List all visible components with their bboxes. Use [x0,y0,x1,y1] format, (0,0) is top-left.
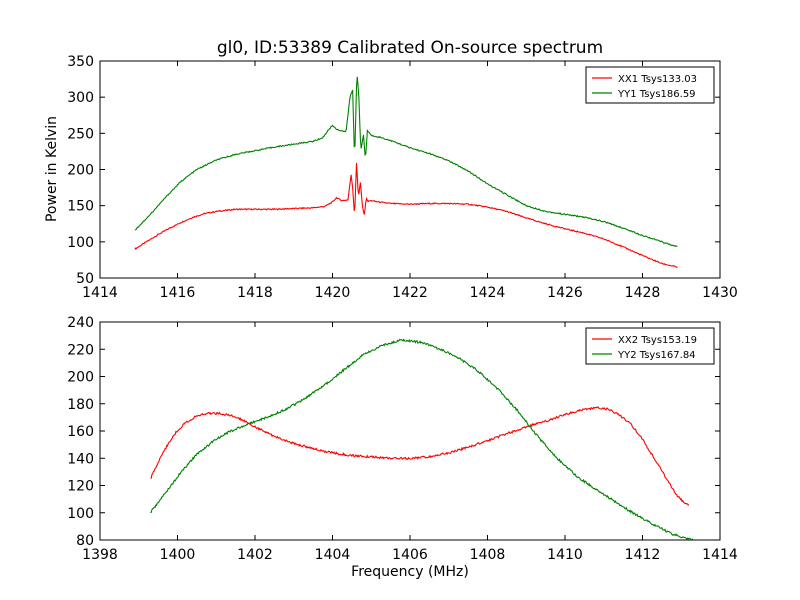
legend-label: XX2 Tsys153.19 [618,335,697,346]
y-tick-label: 50 [76,271,94,287]
series-line-2 [134,76,678,248]
y-tick-label: 100 [67,235,94,251]
figure-title: gl0, ID:53389 Calibrated On-source spect… [217,38,603,58]
x-tick-label: 1404 [315,547,351,563]
y-tick-label: 350 [67,54,94,70]
legend-box [585,327,715,365]
top-plot: 1414 1416 1418 1420 1422 1424 1426 1428 1430 50 10… [67,54,738,301]
y-tick-label: 200 [67,163,94,179]
x-tick-label: 1408 [470,547,506,563]
x-tick-label: 1416 [160,285,196,301]
top-ylabel: Power in Kelvin [44,116,60,222]
x-tick-label: 1414 [702,547,738,563]
bottom-plot: 1398 1400 1402 1404 1406 1408 1410 1412 1414 80 10… [67,315,738,563]
x-tick-label: 1420 [315,285,351,301]
x-tick-label: 1430 [702,285,738,301]
legend-label: YY2 Tsys167.84 [617,350,696,361]
y-tick-label: 160 [67,424,94,440]
y-tick-label: 220 [67,342,94,358]
x-tick-label: 1414 [82,285,118,301]
x-tick-label: 1424 [470,285,506,301]
x-tick-label: 1406 [392,547,428,563]
y-tick-label: 150 [67,199,94,215]
x-tick-label: 1412 [625,547,661,563]
y-tick-label: 180 [67,397,94,413]
legend-label: XX1 Tsys133.03 [618,74,697,85]
y-tick-label: 300 [67,90,94,106]
y-tick-label: 140 [67,451,94,467]
y-tick-label: 200 [67,370,94,386]
x-tick-label: 1422 [392,285,428,301]
series-line-1 [150,406,690,506]
y-tick-label: 120 [67,479,94,495]
x-tick-label: 1402 [237,547,273,563]
series-line-1 [134,162,678,268]
x-tick-label: 1410 [547,547,583,563]
x-tick-label: 1400 [160,547,196,563]
legend: XX2 Tsys153.19 YY2 Tsys167.84 [585,327,715,365]
x-tick-label: 1398 [82,547,118,563]
y-tick-label: 100 [67,506,94,522]
y-tick-label: 80 [76,533,94,549]
x-tick-label: 1418 [237,285,273,301]
x-tick-label: 1428 [625,285,661,301]
legend-label: YY1 Tsys186.59 [617,89,696,100]
series-line-2 [150,338,693,540]
x-tick-label: 1426 [547,285,583,301]
y-tick-label: 250 [67,126,94,142]
y-tick-label: 240 [67,315,94,331]
legend-box [585,66,715,104]
legend: XX1 Tsys133.03 YY1 Tsys186.59 [585,66,715,104]
bottom-xlabel: Frequency (MHz) [351,564,469,580]
